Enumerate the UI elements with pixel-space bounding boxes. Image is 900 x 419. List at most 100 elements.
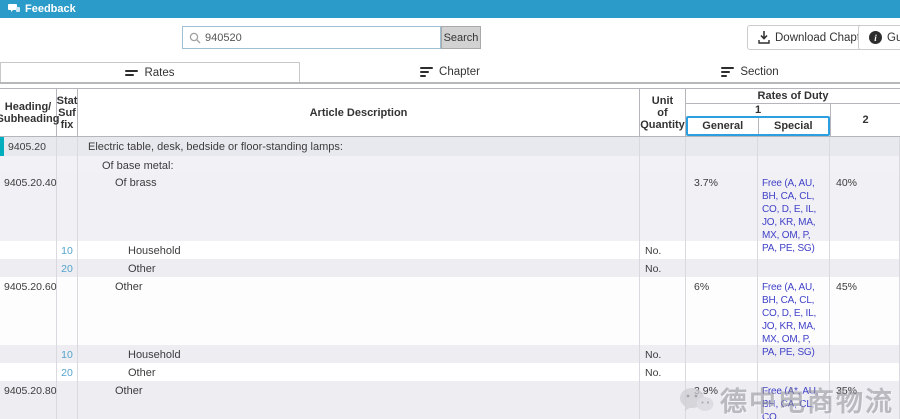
special-rate-cell	[758, 156, 830, 173]
stat-suffix-cell: 20	[57, 259, 78, 277]
special-rate-cell	[758, 241, 830, 259]
search-button[interactable]: Search	[441, 26, 481, 49]
search-box	[182, 26, 441, 49]
table-row[interactable]: 20 Other No.	[0, 363, 900, 381]
unit-cell	[640, 381, 686, 419]
table-row[interactable]: 9405.20.60 Other 6% Free (A, AU, BH, CA,…	[0, 277, 900, 358]
general-special-highlight-box: General Special	[686, 116, 830, 136]
duty2-rate-cell	[830, 137, 900, 156]
unit-cell: No.	[640, 241, 686, 259]
col-header-duty-2: 2	[830, 104, 900, 136]
duty2-rate-cell	[830, 259, 900, 277]
article-description-cell: Electric table, desk, bedside or floor-s…	[78, 137, 640, 156]
col-header-article-description: Article Description	[78, 89, 640, 136]
duty2-rate-cell: 40%	[830, 173, 900, 241]
table-header: Heading/ Subheading Stat Suf fix Article…	[0, 88, 900, 137]
col-header-heading-subheading: Heading/ Subheading	[0, 89, 59, 136]
col-header-stat-suffix: Stat Suf fix	[57, 89, 78, 136]
table-row[interactable]: 10 Household No.	[0, 345, 900, 363]
heading-cell: 9405.20.80	[0, 381, 57, 419]
general-rate-cell	[686, 259, 758, 277]
unit-cell	[640, 137, 686, 156]
stat-suffix-cell: 10	[57, 241, 78, 259]
duty2-rate-cell	[830, 156, 900, 173]
duty2-rate-cell	[830, 363, 900, 381]
general-rate-cell	[686, 137, 758, 156]
magnifier-icon	[189, 32, 201, 43]
table-row[interactable]: Of base metal:	[0, 156, 900, 173]
stat-suffix-cell: 10	[57, 345, 78, 363]
col-header-special: Special	[773, 120, 813, 132]
tab-section[interactable]: Section	[600, 62, 900, 82]
article-description-cell: Other	[78, 363, 640, 381]
heading-cell	[0, 345, 57, 363]
feedback-bar[interactable]: Feedback	[0, 0, 900, 18]
heading-cell: 9405.20.60	[0, 277, 57, 345]
table-row[interactable]: 10 Household No.	[0, 241, 900, 259]
duty2-rate-cell: 45%	[830, 277, 900, 345]
heading-cell	[0, 363, 57, 381]
general-rate-cell: 6%	[686, 277, 758, 345]
unit-cell: No.	[640, 363, 686, 381]
unit-cell: No.	[640, 345, 686, 363]
result-tabs: Rates Chapter Section	[0, 62, 900, 84]
table-body: 9405.20 Electric table, desk, bedside or…	[0, 137, 900, 419]
comment-icon	[8, 4, 20, 12]
list-bars-icon	[420, 67, 434, 77]
special-rate-cell	[758, 363, 830, 381]
duty2-rate-cell	[830, 345, 900, 363]
article-description-cell: Household	[78, 345, 640, 363]
article-description-cell: Of brass	[78, 173, 640, 241]
duty2-rate-cell	[830, 241, 900, 259]
heading-cell: 9405.20	[0, 137, 57, 156]
heading-cell	[0, 241, 57, 259]
col-header-rates-of-duty: Rates of Duty	[686, 89, 900, 104]
special-rate-links[interactable]: Free (A*, AU, BH, CA, CL, CO,	[758, 381, 830, 419]
unit-cell	[640, 173, 686, 241]
general-rate-cell	[686, 241, 758, 259]
special-rate-cell	[758, 259, 830, 277]
special-rate-links[interactable]: Free (A, AU, BH, CA, CL, CO, D, E, IL, J…	[758, 277, 830, 358]
heading-cell	[0, 156, 57, 173]
special-rate-links[interactable]: Free (A, AU, BH, CA, CL, CO, D, E, IL, J…	[758, 173, 830, 254]
rates-of-duty-group: Rates of Duty 1 General Special 2	[686, 89, 900, 136]
special-rate-cell	[758, 137, 830, 156]
unit-cell: No.	[640, 259, 686, 277]
toolbar: Search Download Chapter i Guide	[0, 18, 900, 62]
feedback-label: Feedback	[25, 3, 76, 15]
tab-rates-label: Rates	[144, 66, 175, 79]
unit-cell	[640, 277, 686, 345]
stat-suffix-cell	[57, 173, 78, 241]
article-description-cell: Of base metal:	[78, 156, 640, 173]
search-input[interactable]	[205, 31, 440, 44]
table-row[interactable]: 9405.20.40 Of brass 3.7% Free (A, AU, BH…	[0, 173, 900, 254]
duty2-rate-cell: 35%	[830, 381, 900, 419]
general-rate-cell: 3.7%	[686, 173, 758, 241]
col-header-unit-of-quantity: Unit of Quantity	[640, 89, 686, 136]
heading-cell: 9405.20.40	[0, 173, 57, 241]
col-header-general: General	[688, 118, 759, 134]
table-row[interactable]: 9405.20 Electric table, desk, bedside or…	[0, 137, 900, 156]
list-bars-icon	[125, 69, 139, 76]
general-rate-cell	[686, 156, 758, 173]
guide-button[interactable]: i Guide	[858, 25, 900, 50]
tab-rates[interactable]: Rates	[0, 62, 300, 82]
special-rate-cell	[758, 345, 830, 363]
info-icon: i	[869, 31, 882, 44]
article-description-cell: Other	[78, 277, 640, 345]
table-row[interactable]: 20 Other No.	[0, 259, 900, 277]
stat-suffix-cell	[57, 381, 78, 419]
unit-cell	[640, 156, 686, 173]
tab-section-label: Section	[740, 66, 779, 78]
stat-suffix-cell: 20	[57, 363, 78, 381]
article-description-cell: Other	[78, 259, 640, 277]
stat-suffix-cell	[57, 137, 78, 156]
table-row[interactable]: 9405.20.80 Other 3.9% Free (A*, AU, BH, …	[0, 381, 900, 419]
list-bars-icon	[721, 67, 735, 77]
heading-cell	[0, 259, 57, 277]
article-description-cell: Household	[78, 241, 640, 259]
article-description-cell: Other	[78, 381, 640, 419]
col-header-duty-1: 1	[754, 104, 762, 116]
tab-chapter[interactable]: Chapter	[300, 62, 600, 82]
